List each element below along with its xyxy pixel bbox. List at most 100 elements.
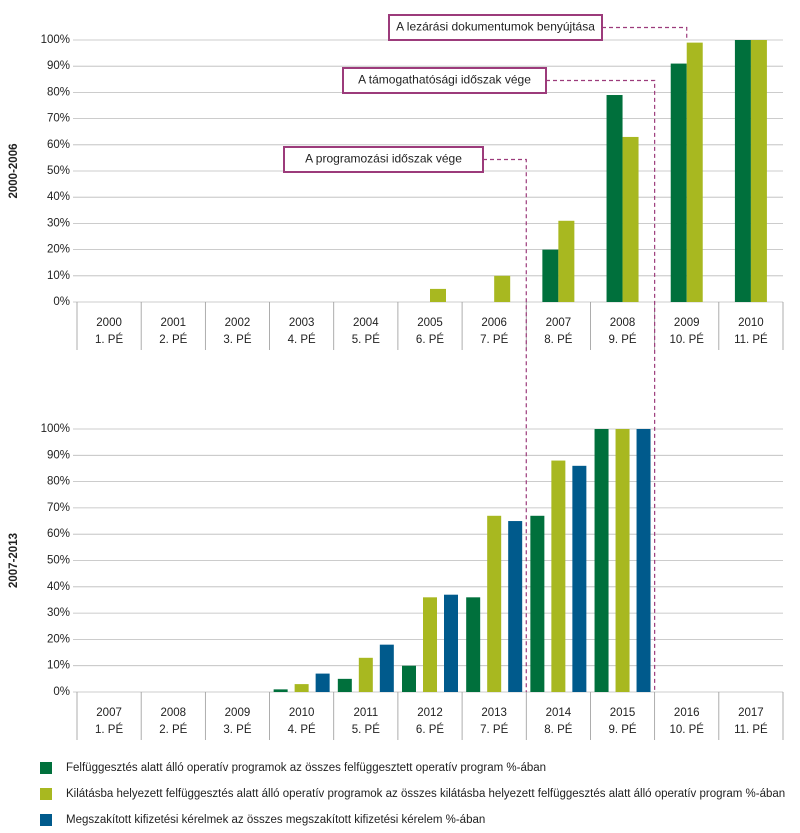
bar bbox=[294, 684, 309, 692]
x-tick-label: 2006 bbox=[481, 317, 507, 329]
y-tick-label: 70% bbox=[47, 113, 70, 125]
bar bbox=[358, 657, 373, 692]
y-tick-label: 20% bbox=[47, 633, 70, 645]
bar bbox=[430, 288, 446, 302]
bar bbox=[273, 689, 288, 692]
x-tick-label: 2004 bbox=[353, 317, 379, 329]
x-tick-label: 2001 bbox=[160, 317, 186, 329]
x-tick-label: 2009 bbox=[225, 707, 251, 719]
y-tick-label: 80% bbox=[47, 86, 70, 98]
bar bbox=[622, 136, 639, 302]
bar bbox=[494, 275, 511, 302]
x-tick-sublabel: 4. PÉ bbox=[288, 723, 316, 736]
y-tick-label: 20% bbox=[47, 244, 70, 256]
bar bbox=[572, 465, 587, 692]
x-tick-sublabel: 11. PÉ bbox=[734, 723, 768, 736]
x-tick-label: 2014 bbox=[546, 707, 572, 719]
x-tick-sublabel: 6. PÉ bbox=[416, 723, 444, 736]
y-axis-title: 2007-2013 bbox=[8, 533, 20, 588]
x-tick-sublabel: 1. PÉ bbox=[95, 333, 123, 346]
bar bbox=[615, 429, 630, 692]
x-tick-label: 2009 bbox=[674, 317, 700, 329]
x-tick-sublabel: 5. PÉ bbox=[352, 723, 380, 736]
y-tick-label: 0% bbox=[53, 296, 70, 308]
annotation-leader bbox=[602, 26, 688, 40]
x-tick-label: 2008 bbox=[610, 317, 636, 329]
x-tick-sublabel: 6. PÉ bbox=[416, 333, 444, 346]
y-tick-label: 100% bbox=[41, 34, 70, 46]
x-tick-label: 2010 bbox=[738, 317, 764, 329]
x-tick-label: 2012 bbox=[417, 707, 443, 719]
x-tick-label: 2008 bbox=[160, 707, 186, 719]
y-tick-label: 80% bbox=[47, 476, 70, 488]
bar bbox=[750, 40, 767, 302]
x-tick-sublabel: 7. PÉ bbox=[480, 723, 508, 736]
y-tick-label: 10% bbox=[47, 660, 70, 672]
x-tick-sublabel: 2. PÉ bbox=[159, 333, 187, 346]
annotation-leader bbox=[483, 158, 527, 692]
y-tick-label: 40% bbox=[47, 191, 70, 203]
y-tick-label: 0% bbox=[53, 686, 70, 698]
bar bbox=[444, 594, 458, 692]
annotation-box bbox=[283, 146, 484, 173]
y-tick-label: 60% bbox=[47, 139, 70, 151]
x-tick-sublabel: 4. PÉ bbox=[288, 333, 316, 346]
bar bbox=[402, 665, 416, 692]
y-tick-label: 30% bbox=[47, 607, 70, 619]
x-tick-sublabel: 5. PÉ bbox=[352, 333, 380, 346]
annotation-text: A támogathatósági időszak vége bbox=[358, 73, 531, 87]
y-tick-label: 100% bbox=[41, 423, 70, 435]
x-tick-label: 2000 bbox=[96, 317, 122, 329]
x-tick-label: 2003 bbox=[289, 317, 315, 329]
bar bbox=[686, 42, 703, 303]
annotation-box bbox=[388, 14, 603, 41]
x-tick-label: 2016 bbox=[674, 707, 700, 719]
legend-swatch bbox=[40, 788, 52, 800]
legend-label: Felfüggesztés alatt álló operatív progra… bbox=[66, 762, 546, 774]
x-tick-label: 2007 bbox=[96, 707, 122, 719]
y-axis-title: 2000-2006 bbox=[8, 144, 20, 199]
bar bbox=[542, 249, 559, 302]
annotation-text: A programozási időszak vége bbox=[305, 152, 462, 166]
y-tick-label: 40% bbox=[47, 581, 70, 593]
bar bbox=[734, 40, 751, 302]
y-tick-label: 60% bbox=[47, 528, 70, 540]
legend-label: Megszakított kifizetési kérelmek az össz… bbox=[66, 814, 485, 826]
bar bbox=[466, 597, 481, 692]
legend-swatch bbox=[40, 814, 52, 826]
x-tick-sublabel: 9. PÉ bbox=[608, 723, 636, 736]
y-tick-label: 30% bbox=[47, 217, 70, 229]
x-tick-sublabel: 3. PÉ bbox=[223, 723, 251, 736]
x-tick-sublabel: 10. PÉ bbox=[669, 333, 704, 346]
x-tick-label: 2007 bbox=[546, 317, 572, 329]
y-tick-label: 50% bbox=[47, 165, 70, 177]
annotation-leader bbox=[546, 79, 656, 692]
bar bbox=[551, 460, 566, 692]
legend-label: Kilátásba helyezett felfüggesztés alatt … bbox=[66, 788, 785, 800]
x-tick-sublabel: 11. PÉ bbox=[734, 333, 768, 346]
bar bbox=[379, 644, 394, 692]
bar bbox=[487, 515, 502, 692]
x-tick-label: 2017 bbox=[738, 707, 764, 719]
x-tick-sublabel: 7. PÉ bbox=[480, 333, 508, 346]
bar bbox=[636, 429, 651, 692]
annotation-box bbox=[342, 67, 547, 94]
x-tick-label: 2013 bbox=[481, 707, 507, 719]
x-tick-label: 2002 bbox=[225, 317, 251, 329]
bar bbox=[606, 95, 623, 303]
bar bbox=[530, 515, 545, 692]
bar bbox=[315, 673, 330, 692]
x-tick-label: 2005 bbox=[417, 317, 443, 329]
y-tick-label: 90% bbox=[47, 449, 70, 461]
x-tick-sublabel: 3. PÉ bbox=[223, 333, 251, 346]
bar bbox=[423, 597, 437, 692]
x-tick-sublabel: 8. PÉ bbox=[544, 333, 572, 346]
x-tick-sublabel: 9. PÉ bbox=[608, 333, 636, 346]
x-tick-sublabel: 2. PÉ bbox=[159, 723, 187, 736]
bar bbox=[558, 220, 575, 302]
annotation-text: A lezárási dokumentumok benyújtása bbox=[396, 20, 595, 34]
legend-swatch bbox=[40, 762, 52, 774]
x-tick-label: 2010 bbox=[289, 707, 315, 719]
bar bbox=[594, 429, 609, 692]
